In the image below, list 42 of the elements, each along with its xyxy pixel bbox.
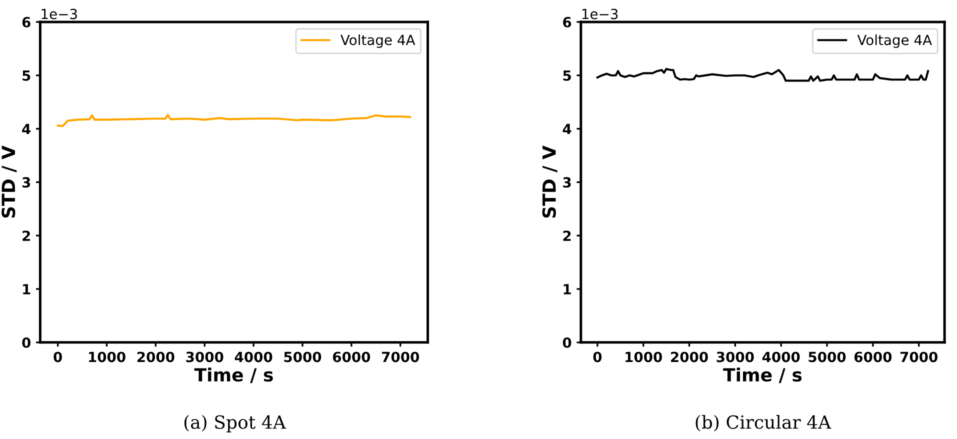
legend-label: Voltage 4A [340, 34, 416, 48]
x-tick-label: 2000 [137, 352, 174, 362]
x-tick-label: 1000 [88, 352, 126, 362]
x-tick-label: 6000 [332, 352, 370, 362]
x-tick-label: 2000 [671, 352, 708, 362]
x-tick-label: 4000 [762, 352, 800, 362]
x-tick-label: 1000 [626, 352, 662, 362]
y-tick-label: 3 [22, 177, 30, 188]
text: (b) Circular 4A [696, 414, 832, 432]
y-tick-label: 3 [563, 177, 571, 188]
line-series [56, 114, 412, 128]
y-tick-label: 2 [563, 230, 571, 241]
y-tick-label: 5 [22, 70, 30, 81]
y-tick-label: 0 [562, 337, 572, 348]
x-tick-label: 7000 [382, 352, 420, 362]
text: (a) Spot 4A [184, 414, 286, 432]
x-tick-label: 0 [593, 352, 602, 362]
x-tick-label: 5000 [284, 352, 322, 362]
y-tick-label: 0 [22, 337, 30, 348]
x-tick-label: 4000 [234, 352, 272, 362]
x-tick-label: 3000 [716, 352, 754, 362]
y-tick-label: 5 [563, 70, 571, 81]
x-tick-label: 3000 [186, 352, 224, 362]
y-tick-label: 4 [22, 124, 31, 134]
y-tick-label: 6 [563, 16, 572, 28]
y-tick-label: 2 [22, 230, 30, 241]
y-tick-label: 6 [22, 16, 30, 28]
x-tick-label: 5000 [808, 352, 846, 362]
y-axis-title: STD / V [2, 146, 17, 218]
y-axis-title: STD / V [542, 146, 558, 218]
x-tick-label: 0 [54, 352, 62, 362]
text: 1e−3 [42, 8, 77, 20]
legend-label: Voltage 4A [857, 34, 932, 48]
y-tick-label: 4 [562, 124, 572, 134]
x-tick-label: 6000 [854, 352, 892, 362]
text: 1e−3 [582, 8, 618, 20]
line-series [596, 68, 930, 82]
x-axis-title: Time / s [194, 368, 273, 384]
x-tick-label: 7000 [900, 352, 938, 362]
x-axis-title: Time / s [723, 368, 802, 384]
y-tick-label: 1 [564, 284, 571, 294]
y-tick-label: 1 [23, 284, 30, 294]
